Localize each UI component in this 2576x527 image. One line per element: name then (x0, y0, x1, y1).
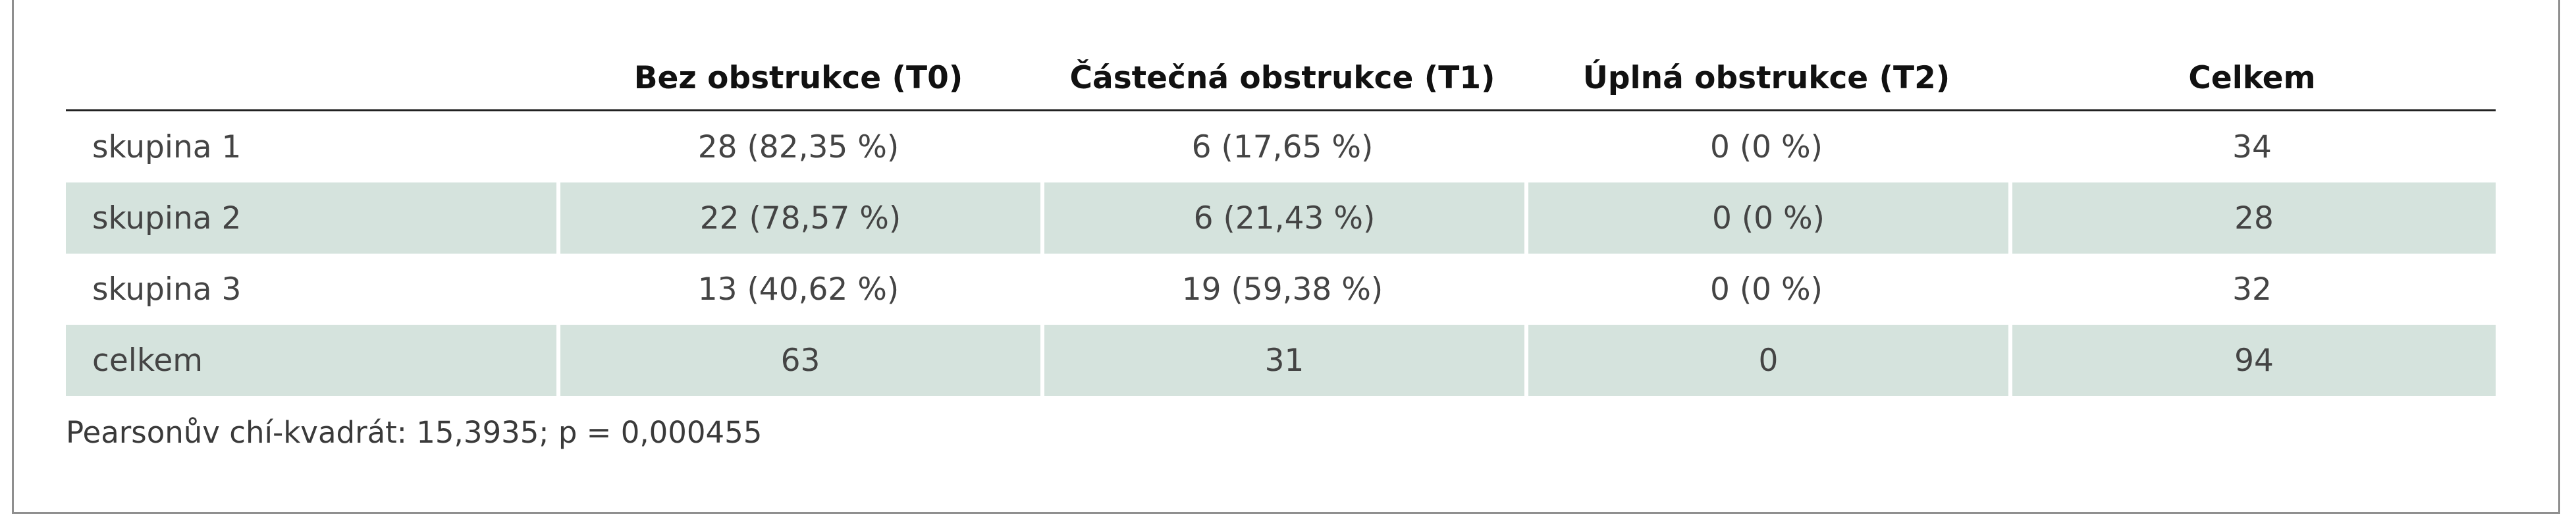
table-cell: 0 (0 %) (1524, 182, 2008, 254)
table-row-total: celkem 63 31 0 94 (66, 325, 2496, 396)
table-cell: 0 (1524, 325, 2008, 396)
table-cell: 13 (40,62 %) (697, 271, 899, 308)
table-cell: 34 (2232, 128, 2272, 165)
table-row: skupina 3 13 (40,62 %) 19 (59,38 %) 0 (0… (66, 254, 2496, 325)
table-cell: 28 (2008, 182, 2496, 254)
row-label: celkem (66, 325, 556, 396)
table-cell: 28 (82,35 %) (697, 128, 899, 165)
row-label: skupina 2 (66, 182, 556, 254)
header-empty-cell (66, 46, 556, 111)
table-cell: 32 (2232, 271, 2272, 308)
table-cell: 31 (1040, 325, 1524, 396)
table-cell: 0 (0 %) (1709, 271, 1823, 308)
header-celkem: Celkem (2008, 46, 2496, 111)
row-label: skupina 1 (92, 128, 242, 165)
header-uplna-obstrukce: Úplná obstrukce (T2) (1524, 46, 2008, 111)
table-row: skupina 2 22 (78,57 %) 6 (21,43 %) 0 (0 … (66, 182, 2496, 254)
table-cell: 6 (21,43 %) (1040, 182, 1524, 254)
table-frame (12, 0, 2560, 514)
row-label: skupina 3 (92, 271, 242, 308)
table-row: skupina 1 28 (82,35 %) 6 (17,65 %) 0 (0 … (66, 111, 2496, 182)
table-cell: 63 (556, 325, 1040, 396)
table-cell: 6 (17,65 %) (1191, 128, 1374, 165)
table-header-row: Bez obstrukce (T0) Částečná obstrukce (T… (66, 46, 2496, 111)
results-table: Bez obstrukce (T0) Částečná obstrukce (T… (66, 46, 2496, 396)
header-bez-obstrukce: Bez obstrukce (T0) (556, 46, 1040, 111)
table-cell: 19 (59,38 %) (1181, 271, 1383, 308)
statistics-footnote: Pearsonův chí-kvadrát: 15,3935; p = 0,00… (66, 415, 763, 450)
table-cell: 94 (2008, 325, 2496, 396)
header-castecna-obstrukce: Částečná obstrukce (T1) (1040, 46, 1524, 111)
table-cell: 0 (0 %) (1709, 128, 1823, 165)
table-cell: 22 (78,57 %) (556, 182, 1040, 254)
